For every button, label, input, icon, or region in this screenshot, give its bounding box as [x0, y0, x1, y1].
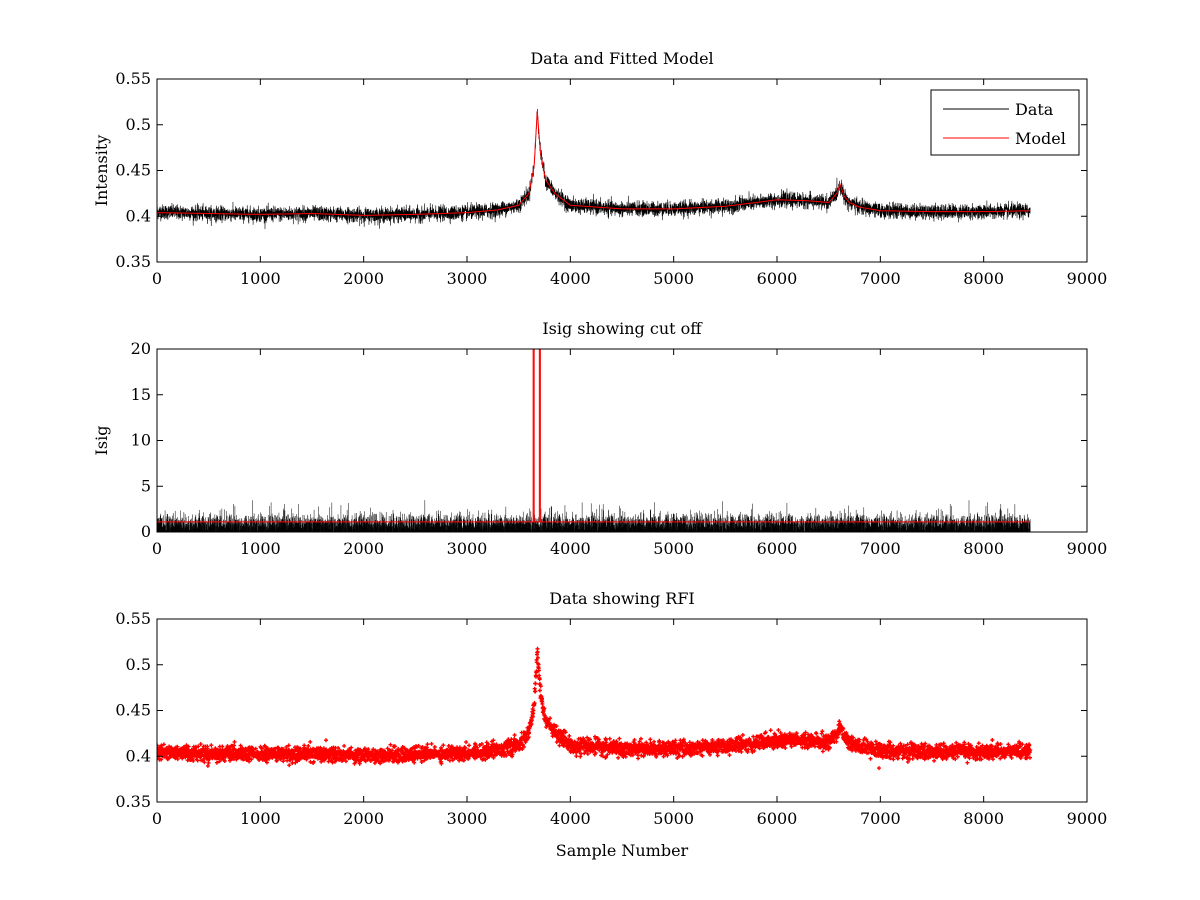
y-tick-label: 0.5: [126, 115, 151, 134]
x-tick-label: 5000: [653, 809, 694, 828]
x-tick-label: 3000: [447, 539, 488, 558]
y-tick-label: 0.55: [115, 609, 151, 628]
chart-title: Data and Fitted Model: [530, 49, 713, 68]
x-tick-label: 7000: [860, 809, 901, 828]
y-tick-label: 0.55: [115, 69, 151, 88]
y-tick-label: 0.35: [115, 792, 151, 811]
plot-area: [157, 619, 1087, 802]
x-tick-label: 6000: [757, 809, 798, 828]
x-tick-label: 4000: [550, 539, 591, 558]
x-tick-label: 6000: [757, 539, 798, 558]
y-tick-label: 0: [141, 522, 151, 541]
series-data-markers: [157, 646, 1033, 771]
y-axis-label: Intensity: [92, 135, 111, 207]
y-tick-label: 10: [131, 431, 151, 450]
x-tick-label: 9000: [1067, 809, 1108, 828]
chart-title: Isig showing cut off: [542, 319, 703, 338]
series-cut-off-line: [157, 349, 1031, 523]
legend-label: Data: [1015, 100, 1054, 119]
legend: Data Model: [930, 89, 1080, 156]
legend-label: Model: [1015, 129, 1066, 148]
x-tick-label: 5000: [653, 539, 694, 558]
series-model-line: [157, 110, 1031, 216]
subplots: 0 1000 2000 3000 4000 5000 6000 7000 8000 90000.3…: [92, 49, 1107, 860]
x-tick-label: 8000: [963, 269, 1004, 288]
x-tick-label: 0: [152, 269, 162, 288]
x-tick-label: 9000: [1067, 539, 1108, 558]
x-tick-label: 1000: [240, 269, 281, 288]
plot-content: [157, 349, 1031, 532]
x-tick-label: 2000: [343, 809, 384, 828]
subplot-3: 0 1000 2000 3000 4000 5000 6000 7000 8000 9000 0.3…: [115, 589, 1107, 860]
y-tick-label: 0.5: [126, 655, 151, 674]
y-tick-label: 15: [131, 385, 151, 404]
chart-title: Data showing RFI: [549, 589, 694, 608]
subplot-1: 0 1000 2000 3000 4000 5000 6000 7000 8000 9000 0.3…: [92, 49, 1107, 288]
x-tick-label: 8000: [963, 539, 1004, 558]
x-tick-label: 2000: [343, 269, 384, 288]
x-tick-label: 5000: [653, 269, 694, 288]
x-tick-label: 1000: [240, 809, 281, 828]
y-axis-label: Isig: [92, 426, 111, 456]
y-tick-label: 0.35: [115, 252, 151, 271]
x-tick-label: 0: [152, 539, 162, 558]
x-tick-label: 8000: [963, 809, 1004, 828]
plot-area: [157, 349, 1087, 532]
x-tick-label: 7000: [860, 269, 901, 288]
legend-box: [930, 89, 1080, 156]
y-tick-label: 0.4: [126, 206, 151, 225]
y-tick-label: 0.4: [126, 746, 151, 765]
x-tick-label: 6000: [757, 269, 798, 288]
y-tick-label: 0.45: [115, 701, 151, 720]
x-tick-label: 3000: [447, 269, 488, 288]
x-tick-label: 0: [152, 809, 162, 828]
plot-content: [157, 109, 1031, 230]
y-tick-label: 20: [131, 339, 151, 358]
y-tick-label: 5: [141, 476, 151, 495]
x-tick-label: 7000: [860, 539, 901, 558]
x-tick-label: 4000: [550, 809, 591, 828]
y-tick-label: 0.45: [115, 161, 151, 180]
subplot-2: 0 1000 2000 3000 4000 5000 6000 7000 8000 9000 0 5 1…: [92, 319, 1107, 558]
x-tick-label: 4000: [550, 269, 591, 288]
plot-content: [157, 646, 1033, 771]
x-tick-label: 1000: [240, 539, 281, 558]
x-tick-label: 3000: [447, 809, 488, 828]
x-axis-label: Sample Number: [556, 841, 689, 860]
x-tick-label: 2000: [343, 539, 384, 558]
x-tick-label: 9000: [1067, 269, 1108, 288]
